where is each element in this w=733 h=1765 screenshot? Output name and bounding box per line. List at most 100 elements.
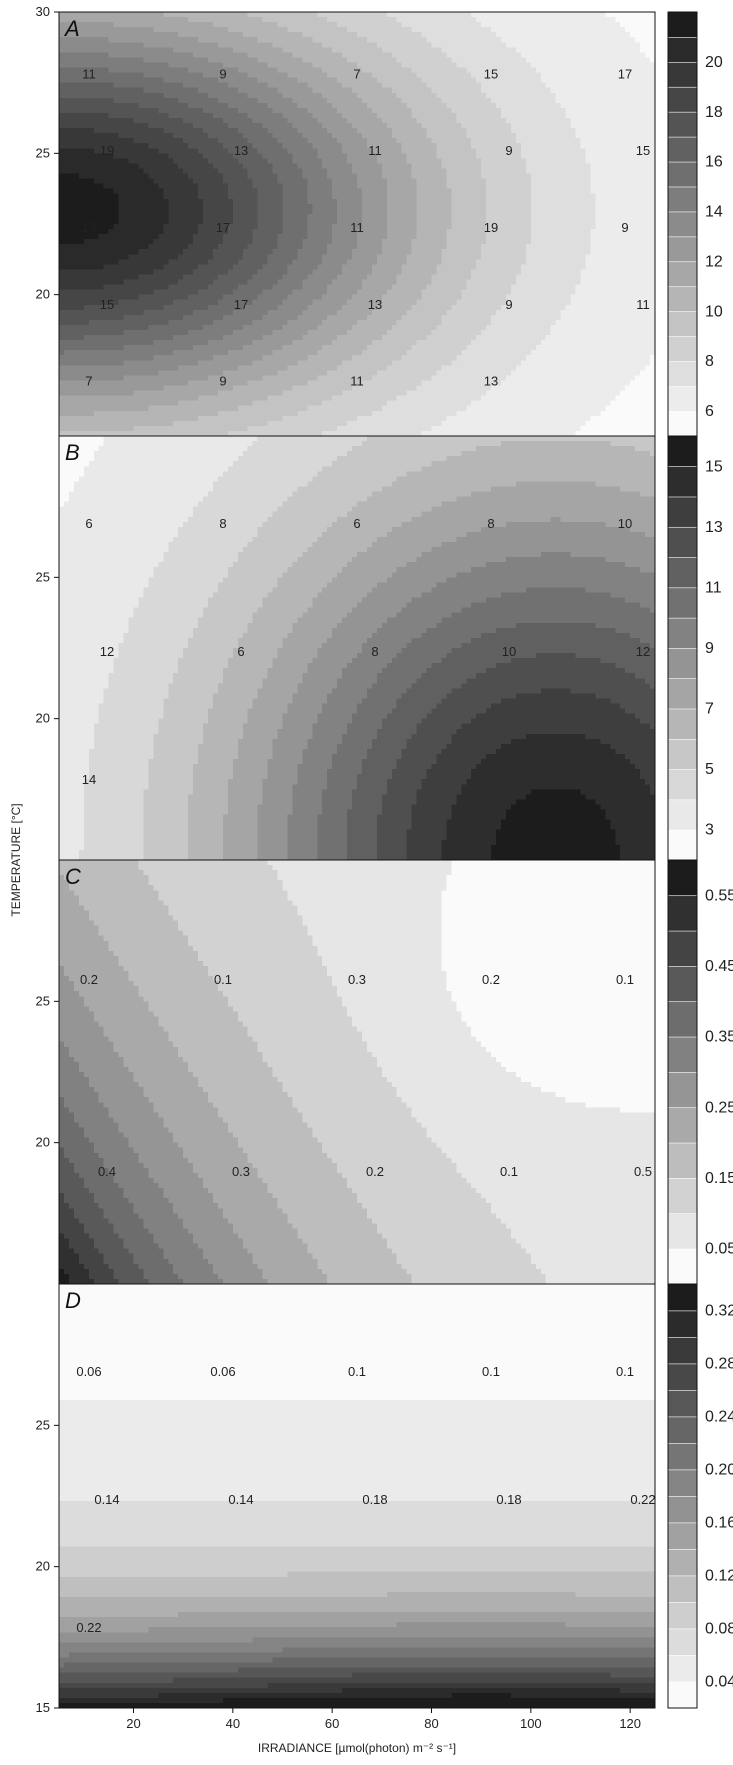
contour-cell [178, 224, 184, 230]
contour-cell [84, 320, 90, 326]
contour-cell [124, 320, 130, 326]
contour-cell [263, 133, 269, 139]
contour-cell [94, 421, 100, 427]
contour-cell [94, 406, 100, 412]
contour-cell [59, 219, 65, 225]
contour-cell [74, 391, 80, 397]
contour-cell [74, 174, 80, 180]
contour-cell [163, 350, 169, 356]
contour-cell [79, 143, 85, 149]
contour-cell [258, 406, 264, 412]
contour-cell [129, 234, 135, 240]
contour-cell [238, 234, 244, 240]
contour-cell [64, 78, 70, 84]
contour-cell [163, 42, 169, 48]
contour-cell [283, 108, 289, 114]
contour-cell [203, 143, 209, 149]
contour-cell [278, 219, 284, 225]
contour-cell [129, 168, 135, 174]
contour-cell [268, 411, 274, 417]
contour-cell [263, 380, 269, 386]
contour-cell [268, 138, 274, 144]
contour-cell [64, 108, 70, 114]
contour-cell [153, 391, 159, 397]
contour-cell [228, 330, 234, 336]
contour-cell [228, 189, 234, 195]
contour-cell [258, 199, 264, 205]
contour-cell [218, 416, 224, 422]
contour-cell [74, 73, 80, 79]
contour-cell [233, 204, 239, 210]
contour-cell [203, 416, 209, 422]
contour-cell [238, 209, 244, 215]
contour-cell [129, 78, 135, 84]
contour-cell [278, 37, 284, 43]
contour-cell [238, 184, 244, 190]
contour-cell [124, 47, 130, 53]
contour-cell [158, 254, 164, 260]
contour-cell [283, 295, 289, 301]
contour-cell [94, 123, 100, 129]
contour-cell [143, 224, 149, 230]
contour-cell [253, 264, 259, 270]
contour-cell [114, 330, 120, 336]
contour-cell [183, 345, 189, 351]
contour-cell [273, 219, 279, 225]
contour-cell [89, 199, 95, 205]
contour-cell [238, 259, 244, 265]
contour-cell [208, 47, 214, 53]
contour-cell [183, 17, 189, 23]
contour-cell [198, 416, 204, 422]
contour-cell [129, 194, 135, 200]
contour-cell [268, 57, 274, 63]
contour-cell [79, 310, 85, 316]
contour-cell [158, 57, 164, 63]
contour-cell [59, 118, 65, 124]
contour-cell [223, 93, 229, 99]
contour-cell [59, 88, 65, 94]
contour-cell [258, 138, 264, 144]
contour-cell [228, 52, 234, 58]
contour-cell [69, 315, 75, 321]
contour-cell [138, 325, 144, 331]
contour-cell [148, 12, 154, 18]
contour-cell [173, 254, 179, 260]
contour-cell [158, 300, 164, 306]
contour-cell [178, 214, 184, 220]
contour-cell [228, 315, 234, 321]
contour-cell [99, 244, 105, 250]
contour-cell [268, 17, 274, 23]
contour-cell [248, 113, 254, 119]
contour-cell [223, 310, 229, 316]
contour-cell [208, 285, 214, 291]
contour-cell [129, 416, 135, 422]
contour-cell [193, 244, 199, 250]
contour-cell [134, 209, 140, 215]
contour-cell [213, 22, 219, 28]
contour-cell [243, 57, 249, 63]
contour-cell [253, 57, 259, 63]
contour-cell [203, 249, 209, 255]
contour-cell [69, 47, 75, 53]
contour-cell [84, 113, 90, 119]
contour-cell [278, 78, 284, 84]
contour-cell [94, 259, 100, 265]
contour-cell [59, 315, 65, 321]
contour-cell [148, 315, 154, 321]
contour-cell [74, 88, 80, 94]
contour-cell [143, 138, 149, 144]
contour-cell [248, 365, 254, 371]
contour-cell [158, 93, 164, 99]
contour-cell [119, 12, 125, 18]
contour-cell [278, 340, 284, 346]
contour-cell [268, 325, 274, 331]
contour-cell [84, 88, 90, 94]
contour-cell [208, 194, 214, 200]
contour-cell [148, 148, 154, 154]
contour-cell [233, 320, 239, 326]
contour-cell [248, 285, 254, 291]
contour-cell [233, 103, 239, 109]
contour-cell [178, 365, 184, 371]
contour-cell [273, 335, 279, 341]
contour-cell [223, 123, 229, 129]
